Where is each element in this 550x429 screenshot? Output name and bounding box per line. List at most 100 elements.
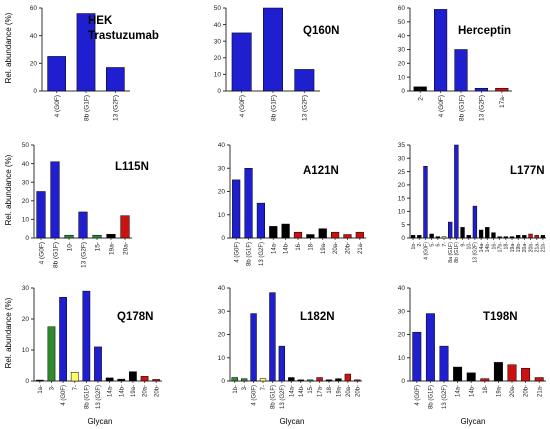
x-tick-label: 14a- <box>456 385 462 397</box>
x-tick-label: 14b- <box>284 242 290 254</box>
bar <box>413 86 427 92</box>
bar <box>448 221 453 239</box>
x-tick-label: 14a- <box>289 385 295 397</box>
x-axis-label-col-1: Glycan <box>88 417 113 426</box>
chart-panel-6: 0 5 10 15 20 25 30 35 1b- 2- 4 (G0F) 5- 6- 7- 8a (G1F)… <box>398 142 547 263</box>
y-axis-label-row-2: Rel. abundance (%) <box>4 154 13 225</box>
x-tick-label: 8b (G1F) <box>247 242 253 266</box>
x-tick-label: 18- <box>308 242 314 251</box>
x-tick-label: 2- <box>417 95 424 101</box>
bar <box>306 234 315 239</box>
bar <box>423 166 428 239</box>
bar <box>256 202 265 239</box>
x-tick-label: 14a- <box>479 242 485 253</box>
bar <box>47 56 67 92</box>
x-tick-label: 1b- <box>233 385 239 394</box>
bar <box>472 205 478 239</box>
chart-panel-9: 0 10 20 30 40 4 (G0F) 8b (G1F) 13 (G2F) 14a- 14b-… <box>398 285 546 409</box>
x-tick-label: 4 (G0F) <box>415 385 421 406</box>
chart-title: L115N <box>115 161 149 173</box>
y-tick-label: 10 <box>398 355 406 362</box>
x-tick-label: 17a- <box>318 385 324 397</box>
y-tick-label: 0 <box>25 235 29 242</box>
x-tick-label: 6- <box>436 242 442 247</box>
y-tick-label: 50 <box>398 19 406 26</box>
x-tick-label: 18- <box>504 242 510 250</box>
bar <box>540 235 546 239</box>
x-tick-label: 17b- <box>497 242 503 253</box>
y-tick-label: 10 <box>398 74 406 81</box>
y-tick-label: 0 <box>221 235 225 242</box>
y-tick-label: 30 <box>22 179 30 186</box>
bar <box>325 379 333 382</box>
bar <box>288 377 295 382</box>
bar <box>439 345 449 382</box>
x-tick-label: 19a- <box>497 385 503 397</box>
chart-panel-1: 0 20 40 60 4 (G0F) 8b (G1F) 13 (G2F) HEK Trastuz… <box>30 5 159 121</box>
x-tick-label: 20a- <box>522 242 528 253</box>
y-tick-label: 0 <box>401 378 405 385</box>
bar <box>331 231 340 239</box>
bar <box>231 32 252 92</box>
y-tick-label: 40 <box>218 285 226 292</box>
x-tick-label: 13 (G2F) <box>479 95 486 121</box>
x-axis-label-col-2: Glycan <box>280 417 305 426</box>
y-axis-label-row-1: Rel. abundance (%) <box>4 12 13 83</box>
y-tick-label: 20 <box>398 61 406 68</box>
x-tick-label: 4 (G0F) <box>423 242 429 260</box>
x-tick-label: 20b- <box>524 385 530 397</box>
chart-title: Herceptin <box>458 25 511 37</box>
x-tick-label: 9- <box>460 242 466 247</box>
x-tick-label: 19a- <box>321 242 327 254</box>
x-tick-label: 8b (G1F) <box>454 242 460 263</box>
bar <box>355 231 364 239</box>
y-axis-label-row-3: Rel. abundance (%) <box>4 297 13 368</box>
y-tick-label: 20 <box>22 316 30 323</box>
y-tick-label: 30 <box>22 285 30 292</box>
bar <box>493 362 503 382</box>
y-tick-label: 50 <box>214 5 222 12</box>
bar <box>516 235 521 239</box>
x-tick-label: 20b- <box>154 385 160 397</box>
x-tick-label: 8b (G1F) <box>458 95 465 121</box>
bar <box>410 235 416 239</box>
x-tick-label: 20a- <box>333 242 339 254</box>
bar <box>466 235 471 239</box>
y-tick-label: 40 <box>218 142 226 149</box>
bar <box>478 229 484 239</box>
bar <box>259 378 267 382</box>
x-tick-label: 4 (G0F) <box>438 95 445 117</box>
bar <box>453 366 463 382</box>
x-tick-label: 21a- <box>537 385 543 397</box>
bar <box>106 234 116 239</box>
y-tick-label: 0 <box>25 378 29 385</box>
y-tick-label: 20 <box>214 55 222 62</box>
chart-title: T198N <box>483 311 518 323</box>
bar <box>47 326 56 382</box>
x-tick-label: 13 (G2F) <box>442 385 448 409</box>
bar <box>297 379 304 382</box>
x-tick-label: 14b- <box>119 385 125 397</box>
x-tick-label: 8b (G1F) <box>271 385 277 409</box>
bar <box>521 367 531 382</box>
bar <box>293 231 303 239</box>
bar <box>503 236 508 239</box>
x-tick-label: 14b- <box>299 385 305 397</box>
y-tick-label: 30 <box>398 47 406 54</box>
x-tick-label: 13 (G2F) <box>80 242 87 268</box>
x-tick-label: 8b (G1F) <box>270 95 277 121</box>
y-tick-label: 0 <box>217 88 221 95</box>
x-tick-label: 3- <box>50 385 56 390</box>
x-tick-label: 20b- <box>355 385 361 397</box>
y-tick-label: 30 <box>398 308 406 315</box>
x-tick-label: 2- <box>417 242 423 247</box>
x-axis-label-col-3: Glycan <box>461 417 486 426</box>
y-tick-label: 30 <box>214 38 222 45</box>
bar <box>152 379 161 382</box>
y-tick-label: 10 <box>398 209 406 216</box>
y-tick-label: 10 <box>218 355 226 362</box>
x-tick-label: 20a- <box>122 242 129 255</box>
x-tick-label: 21a- <box>358 242 364 254</box>
x-tick-label: 18- <box>483 385 489 394</box>
x-tick-label: 10- <box>467 242 473 250</box>
